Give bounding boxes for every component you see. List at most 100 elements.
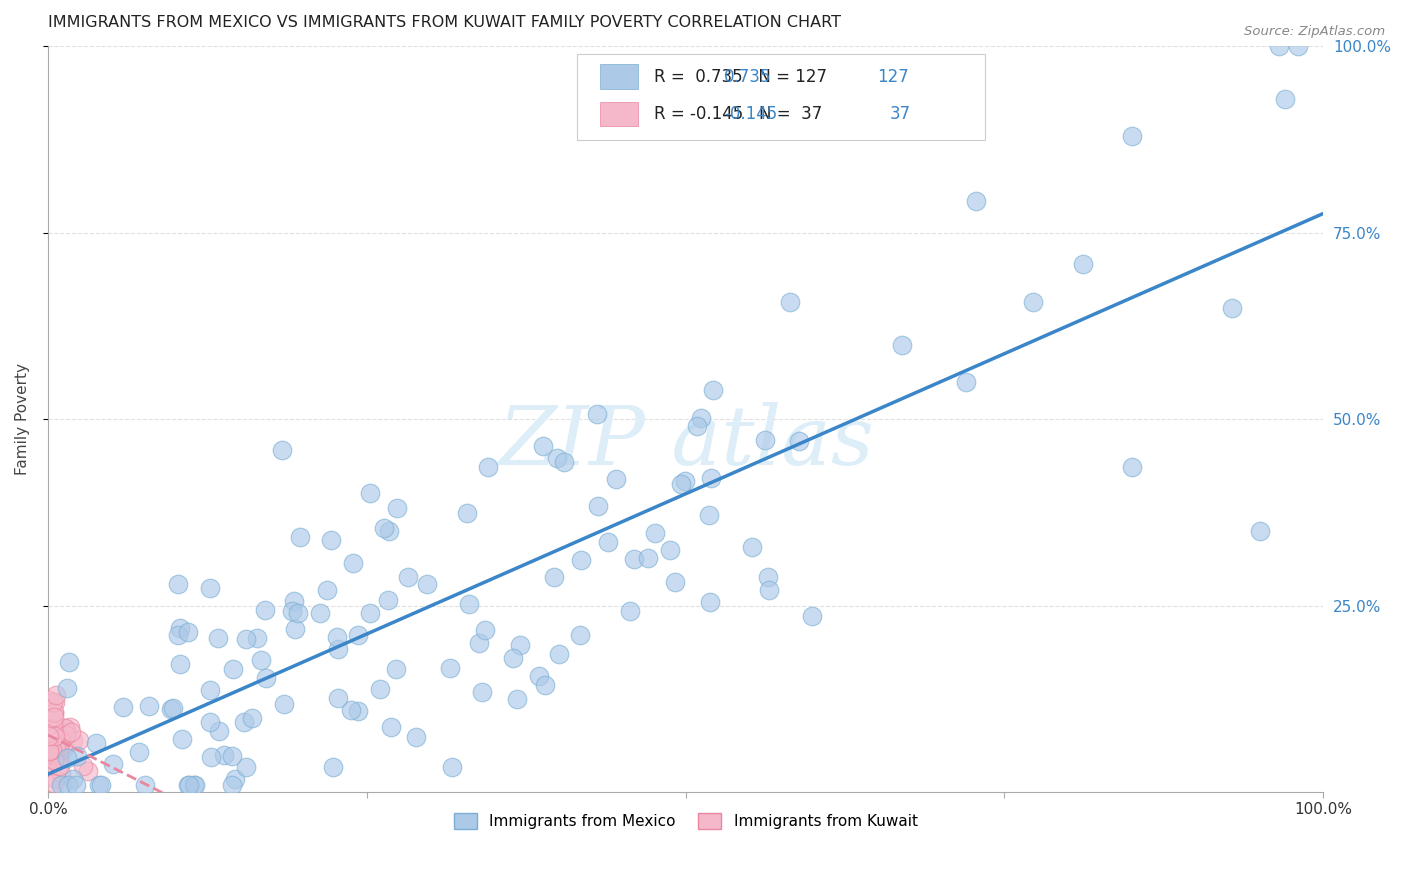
Point xyxy=(222,662,245,676)
Point xyxy=(396,569,419,583)
Bar xyxy=(600,102,638,126)
Point xyxy=(177,777,200,791)
Point xyxy=(62,734,84,748)
Point xyxy=(58,777,80,791)
Point xyxy=(44,776,66,790)
Text: R = -0.145   N =  37: R = -0.145 N = 37 xyxy=(654,105,823,123)
Point xyxy=(1220,301,1243,315)
Point xyxy=(547,647,569,661)
Point xyxy=(281,604,304,618)
Point xyxy=(456,506,478,520)
Point xyxy=(380,720,402,734)
Text: -0.145: -0.145 xyxy=(724,105,778,123)
Point xyxy=(235,759,257,773)
Point xyxy=(342,557,364,571)
Point xyxy=(1267,39,1289,54)
Point xyxy=(347,628,370,642)
Point xyxy=(42,705,65,719)
Point xyxy=(42,696,65,710)
Point xyxy=(619,604,641,618)
Point xyxy=(169,621,191,635)
Point xyxy=(477,459,499,474)
Point xyxy=(322,760,344,774)
Point xyxy=(45,739,67,754)
Point xyxy=(965,194,987,208)
Point xyxy=(224,772,246,787)
Point xyxy=(1022,295,1045,310)
Point xyxy=(45,772,67,786)
Text: Source: ZipAtlas.com: Source: ZipAtlas.com xyxy=(1244,25,1385,38)
Point xyxy=(758,583,780,598)
Point xyxy=(207,631,229,645)
Point xyxy=(955,375,977,389)
Point xyxy=(65,777,87,791)
Point xyxy=(48,739,70,754)
Point xyxy=(359,606,381,620)
Point xyxy=(250,652,273,666)
Point xyxy=(44,710,66,724)
Point xyxy=(38,729,60,743)
Point xyxy=(232,715,254,730)
Text: 37: 37 xyxy=(890,105,911,123)
Point xyxy=(84,736,107,750)
Point xyxy=(42,706,65,721)
Point xyxy=(598,535,620,549)
Point xyxy=(387,500,409,515)
Point xyxy=(359,486,381,500)
Point xyxy=(134,777,156,791)
Bar xyxy=(600,64,638,89)
Point xyxy=(673,474,696,488)
Point xyxy=(183,777,205,791)
Point xyxy=(586,499,609,513)
Legend: Immigrants from Mexico, Immigrants from Kuwait: Immigrants from Mexico, Immigrants from … xyxy=(446,805,925,837)
Point xyxy=(623,551,645,566)
Point xyxy=(637,550,659,565)
Point xyxy=(128,745,150,759)
Point xyxy=(644,526,666,541)
Point xyxy=(416,577,439,591)
Point xyxy=(569,552,592,566)
Point xyxy=(779,294,801,309)
Point xyxy=(38,744,60,758)
Point xyxy=(55,728,77,742)
Point xyxy=(48,751,70,765)
Point xyxy=(198,683,221,698)
Point xyxy=(801,608,824,623)
Point xyxy=(471,685,494,699)
Point xyxy=(59,721,82,735)
Point xyxy=(439,661,461,675)
Point xyxy=(44,695,66,709)
Point xyxy=(546,450,568,465)
Point xyxy=(368,682,391,697)
Point xyxy=(891,337,914,351)
Point xyxy=(1274,92,1296,106)
Point xyxy=(56,724,79,739)
Point xyxy=(1071,257,1094,271)
Point xyxy=(111,699,134,714)
Point xyxy=(162,700,184,714)
Text: 0.735: 0.735 xyxy=(724,68,772,86)
Point xyxy=(1121,459,1143,474)
Point xyxy=(689,410,711,425)
Point xyxy=(474,623,496,637)
Point xyxy=(569,628,592,642)
Point xyxy=(531,439,554,453)
Point xyxy=(1121,128,1143,143)
Point xyxy=(58,655,80,669)
Point xyxy=(273,697,295,711)
Point xyxy=(46,746,69,760)
Point xyxy=(41,756,63,771)
Point xyxy=(316,582,339,597)
Point xyxy=(51,742,73,756)
Point xyxy=(167,628,190,642)
Point xyxy=(62,772,84,786)
Point xyxy=(56,681,79,695)
Point xyxy=(271,442,294,457)
Point xyxy=(46,744,69,758)
Point xyxy=(377,593,399,607)
Point xyxy=(325,630,347,644)
Point xyxy=(664,575,686,590)
Point xyxy=(66,748,89,763)
Point xyxy=(90,777,112,791)
Point xyxy=(138,699,160,714)
